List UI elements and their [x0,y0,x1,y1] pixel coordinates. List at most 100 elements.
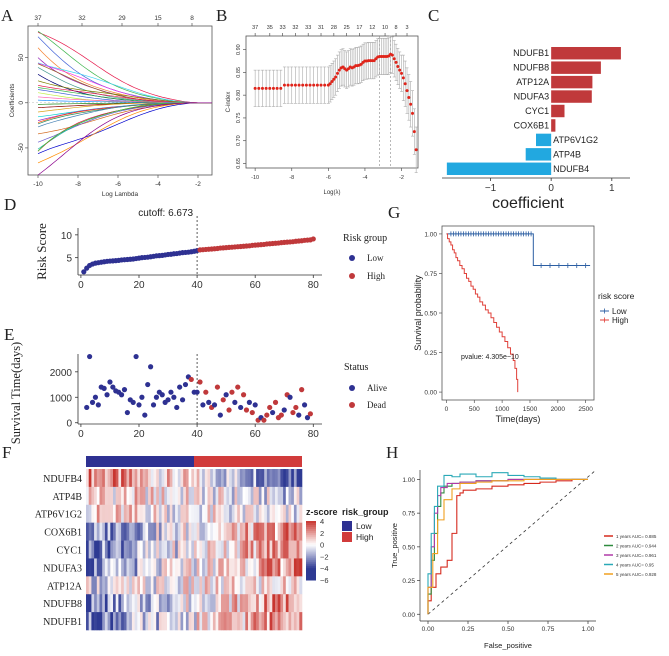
heat-cell [118,469,122,488]
heat-cell [275,469,278,488]
heat-cell [134,469,138,488]
y-tick-label: 50 [18,54,25,62]
heat-cell [86,576,89,595]
coef-path-31 [37,102,212,164]
heatmap-gene-label: NDUFA3 [43,563,82,574]
coef-path-32 [37,102,212,176]
heat-cell [148,469,152,488]
heat-cell [226,540,230,559]
heat-cell [102,469,106,488]
heat-cell [148,576,152,595]
heatmap-gene-label: ATP4B [53,492,83,503]
heat-cell [229,486,233,506]
heat-cell [212,558,216,577]
heat-cell [202,612,206,631]
heat-cell [88,594,92,613]
heat-cell [293,612,297,631]
top-tick-label: 12 [369,25,375,31]
heat-cell [242,540,246,559]
coef-path-29 [37,102,212,152]
heat-cell [142,558,146,577]
heat-cell [129,540,133,559]
x-tick-label: -4 [155,181,161,188]
heat-cell [140,576,143,595]
survival-point [124,409,130,416]
heat-cell [204,576,208,595]
heat-cell [299,522,303,541]
heat-cell [185,558,189,577]
heat-cell [223,486,227,506]
y-tick-label: 0.75 [402,511,415,518]
heat-cell [177,594,181,613]
heat-cell [161,522,165,541]
cutoff-label: cutoff: 6.673 [138,208,193,219]
panel-label-d: D [4,195,16,214]
zscore-gradient-step [306,572,316,575]
legend-swatch-high [349,273,355,279]
x-axis-label: False_positive [484,641,532,650]
heat-cell [150,504,154,523]
heat-cell [212,612,216,631]
heat-cell [239,558,243,577]
heat-cell [129,522,133,541]
heat-cell [113,576,116,595]
heat-cell [237,486,241,506]
heat-cell [299,594,303,613]
heat-cell [123,469,127,488]
heat-cell [275,522,278,541]
heat-cell [123,594,127,613]
heat-cell [275,594,278,613]
heat-cell [253,486,257,506]
heat-cell [266,594,270,613]
heat-cell [296,540,300,559]
heat-cell [218,486,222,506]
heat-cell [183,540,187,559]
heat-cell [234,540,238,559]
heat-cell [137,522,141,541]
heat-cell [264,558,268,577]
heat-cell [102,612,106,631]
heat-cell [88,469,92,488]
heat-cell [229,576,233,595]
heat-cell [272,594,276,613]
heat-cell [167,504,170,523]
cindex-point [414,148,418,152]
heat-cell [145,486,149,506]
heat-cell [177,469,181,488]
heat-cell [242,522,246,541]
heat-cell [194,469,197,488]
x-tick-label: 0.75 [542,626,555,633]
heat-cell [253,522,257,541]
heat-cell [250,469,254,488]
heat-cell [126,612,130,631]
heat-cell [164,594,168,613]
y-tick-label: 0 [18,101,25,105]
survival-point [174,404,180,411]
x-tick-label: -6 [115,181,121,188]
heat-cell [296,576,300,595]
heat-cell [266,486,270,506]
coef-path-10 [37,80,212,104]
heatmap-gene-label: NDUFB8 [43,599,82,610]
zscore-gradient-step [306,550,316,553]
heat-cell [291,522,295,541]
x-tick-label: 60 [250,429,262,440]
heat-cell [285,469,289,488]
heat-cell [137,486,141,506]
heat-cell [196,504,200,523]
survival-point [278,412,284,418]
cindex-point [411,111,415,115]
heat-cell [137,504,141,523]
y-axis-label: Coefficients [9,83,16,118]
heat-cell [212,469,216,488]
heat-cell [239,576,243,595]
coef-bar-cox6b1 [551,119,556,132]
heat-cell [88,558,92,577]
zscore-gradient-step [306,576,316,579]
heat-cell [221,558,224,577]
heat-cell [177,522,181,541]
heat-cell [169,522,173,541]
legend-label: Dead [367,400,386,410]
heat-cell [218,540,222,559]
heat-cell [177,612,181,631]
